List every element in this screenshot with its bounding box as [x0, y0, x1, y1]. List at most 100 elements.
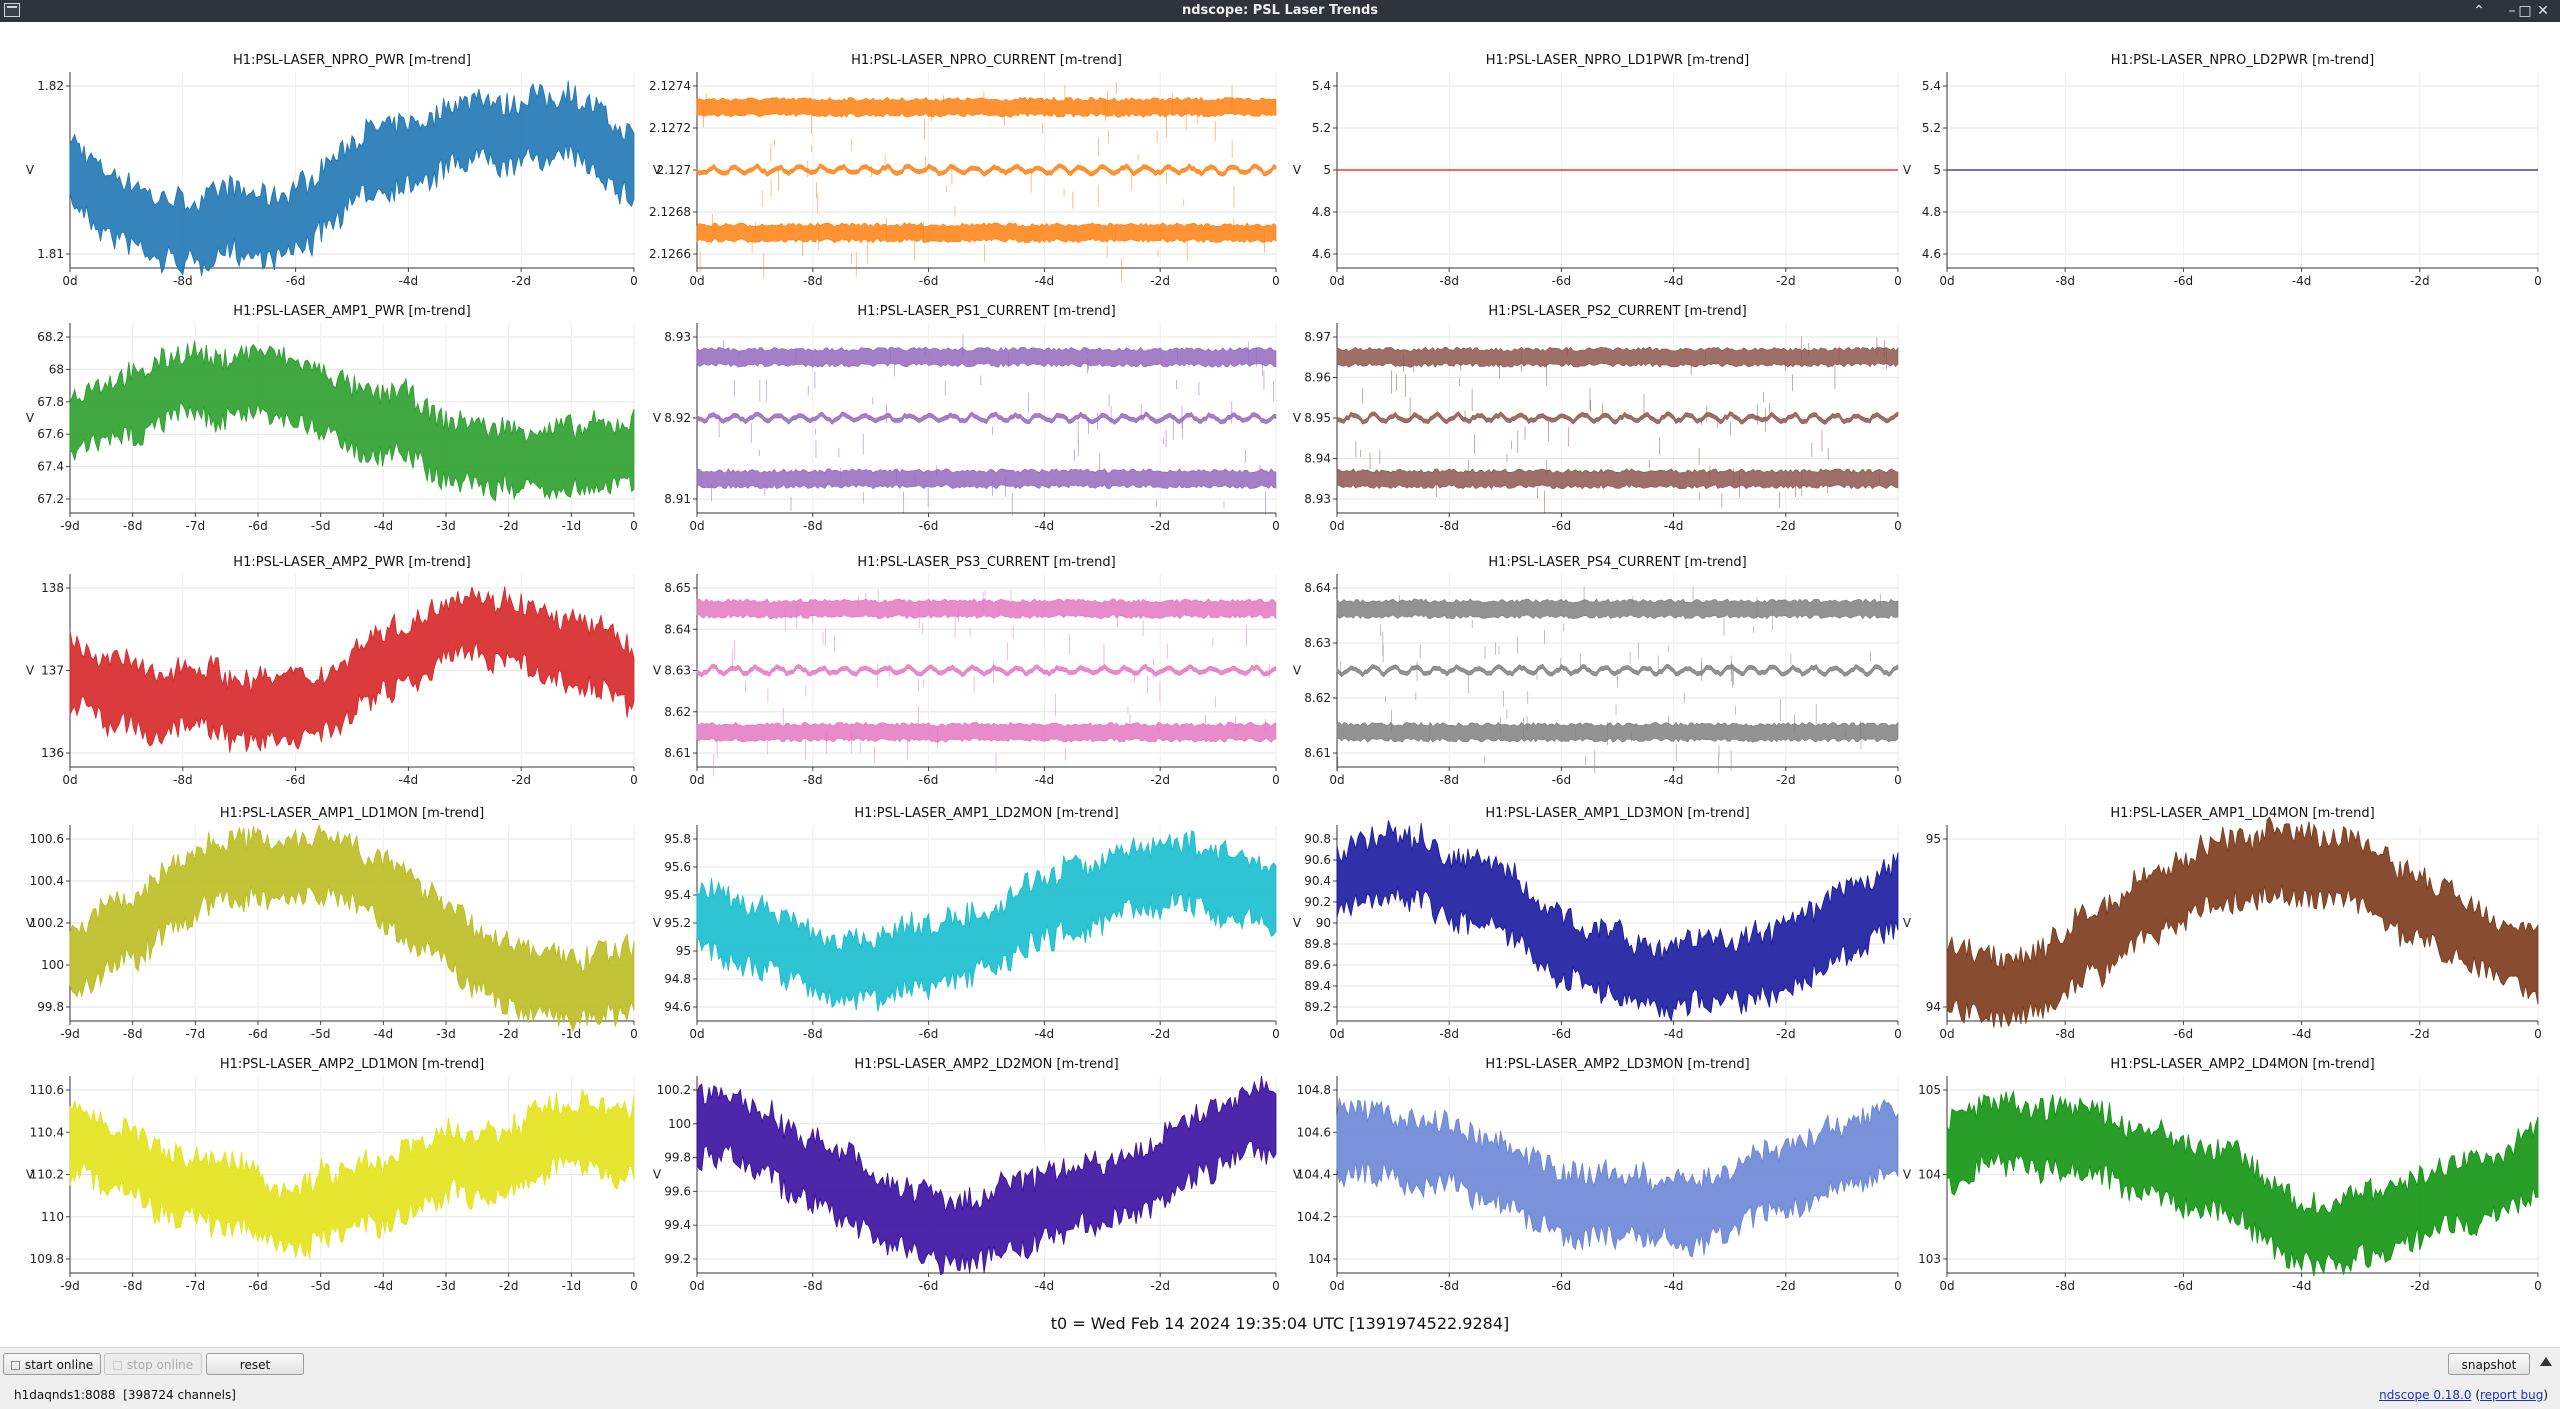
x-tick-label: -2d: [1776, 1279, 1796, 1293]
y-tick-label: 94: [1926, 1000, 1941, 1014]
y-tick-label: 138: [41, 581, 64, 595]
x-tick-label: 0d: [689, 773, 704, 787]
x-tick-label: -2d: [1150, 519, 1170, 533]
plot-panel[interactable]: H1:PSL-LASER_AMP2_LD3MON [m-trend] 104.8 1…: [1293, 1057, 1902, 1293]
x-tick-label: -1d: [562, 1027, 582, 1041]
y-tick-label: 100.6: [30, 832, 64, 846]
trace-band: [696, 721, 1277, 743]
stop-online-button[interactable]: stop online: [104, 1353, 202, 1375]
y-tick-label: 8.92: [664, 411, 691, 425]
y-tick-label: 110.6: [30, 1083, 64, 1097]
x-tick-label: -6d: [248, 1027, 268, 1041]
trace-band: [696, 468, 1277, 490]
server-address: h1daqnds1:8088: [14, 1388, 116, 1402]
plot-panel[interactable]: H1:PSL-LASER_NPRO_PWR [m-trend] 1.82 1.81 0…: [26, 53, 638, 288]
y-tick-label: 137: [41, 664, 64, 678]
y-tick-label: 105: [1918, 1083, 1941, 1097]
minimize-icon[interactable]: –: [2508, 3, 2516, 19]
y-axis-label: V: [1293, 664, 1302, 678]
y-tick-label: 2.1268: [649, 205, 691, 219]
plot-panel[interactable]: H1:PSL-LASER_PS3_CURRENT [m-trend] 8.65 8.…: [653, 555, 1280, 787]
plot-panel[interactable]: H1:PSL-LASER_AMP1_LD3MON [m-trend] 90.8 90…: [1293, 806, 1902, 1041]
y-tick-label: 90: [1316, 916, 1331, 930]
plot-title: H1:PSL-LASER_AMP1_LD1MON [m-trend]: [220, 806, 484, 821]
y-tick-label: 90.6: [1304, 853, 1331, 867]
trace-band: [696, 96, 1277, 118]
plot-panel[interactable]: H1:PSL-LASER_AMP1_LD4MON [m-trend] 95 94 0d…: [1903, 806, 2542, 1041]
x-tick-label: 0d: [1329, 1027, 1344, 1041]
plot-panel[interactable]: H1:PSL-LASER_AMP2_PWR [m-trend] 138 137 136…: [26, 555, 638, 787]
maximize-icon[interactable]: □: [2518, 3, 2532, 19]
plot-panel[interactable]: H1:PSL-LASER_AMP2_LD1MON [m-trend] 110.6 1…: [26, 1057, 638, 1293]
y-tick-label: 104: [1308, 1252, 1331, 1266]
status-bar: h1daqnds1:8088 [398724 channels] ndscope…: [0, 1382, 2560, 1409]
plot-panel[interactable]: H1:PSL-LASER_AMP1_PWR [m-trend] 68.2 68 67.…: [26, 304, 638, 533]
y-tick-label: 67.8: [37, 395, 64, 409]
y-tick-label: 67.6: [37, 427, 64, 441]
plot-grid[interactable]: H1:PSL-LASER_NPRO_PWR [m-trend] 1.82 1.81 0…: [0, 22, 2560, 1347]
x-tick-label: -2d: [1776, 1027, 1796, 1041]
y-tick-label: 8.63: [1304, 636, 1331, 650]
x-tick-label: -8d: [803, 1027, 823, 1041]
play-icon: [10, 1361, 20, 1370]
snapshot-button[interactable]: snapshot: [2448, 1353, 2530, 1375]
x-tick-label: -6d: [2174, 1279, 2194, 1293]
plot-panel[interactable]: H1:PSL-LASER_AMP2_LD4MON [m-trend] 105 104…: [1903, 1057, 2542, 1293]
x-tick-label: -6d: [248, 1279, 268, 1293]
y-tick-label: 5.4: [1312, 79, 1331, 93]
collapse-icon[interactable]: [2540, 1357, 2552, 1366]
x-tick-label: -4d: [374, 1027, 394, 1041]
x-tick-label: -6d: [2174, 1027, 2194, 1041]
plot-title: H1:PSL-LASER_AMP1_LD3MON [m-trend]: [1485, 806, 1749, 821]
trace-band: [1946, 816, 2539, 1028]
plot-panel[interactable]: H1:PSL-LASER_NPRO_LD2PWR [m-trend] 5.4 5.2…: [1903, 53, 2542, 288]
plot-panel[interactable]: H1:PSL-LASER_PS4_CURRENT [m-trend] 8.64 8.…: [1293, 555, 1902, 787]
y-tick-label: 110: [41, 1210, 64, 1224]
y-axis-label: V: [26, 916, 35, 930]
close-icon[interactable]: ✕: [2537, 3, 2549, 19]
y-tick-label: 104.4: [1297, 1168, 1331, 1182]
plot-panel[interactable]: H1:PSL-LASER_AMP1_LD1MON [m-trend] 100.6 1…: [26, 806, 638, 1041]
trace-band: [696, 346, 1277, 368]
plot-panel[interactable]: H1:PSL-LASER_NPRO_CURRENT [m-trend] 2.127…: [649, 53, 1280, 288]
x-tick-label: -3d: [436, 519, 456, 533]
x-tick-label: 0d: [689, 519, 704, 533]
x-tick-label: -2d: [511, 274, 531, 288]
plot-title: H1:PSL-LASER_AMP2_PWR [m-trend]: [233, 555, 470, 570]
trace-band: [69, 80, 635, 277]
plot-title: H1:PSL-LASER_NPRO_CURRENT [m-trend]: [851, 53, 1122, 68]
window-title: ndscope: PSL Laser Trends: [1182, 3, 1378, 18]
plot-panel[interactable]: H1:PSL-LASER_PS2_CURRENT [m-trend] 8.97 8.…: [1293, 304, 1902, 533]
report-bug-link[interactable]: report bug: [2480, 1388, 2544, 1402]
x-tick-label: 0: [2534, 274, 2542, 288]
y-tick-label: 8.97: [1304, 330, 1331, 344]
trace-band: [69, 586, 635, 753]
y-tick-label: 8.64: [1304, 581, 1331, 595]
y-tick-label: 90.8: [1304, 832, 1331, 846]
plot-panel[interactable]: H1:PSL-LASER_AMP1_LD2MON [m-trend] 95.8 95…: [653, 806, 1280, 1041]
x-tick-label: -6d: [1552, 1027, 1572, 1041]
y-tick-label: 104.6: [1297, 1125, 1331, 1139]
y-tick-label: 5.2: [1922, 121, 1941, 135]
stop-online-label: stop online: [126, 1358, 194, 1372]
x-tick-label: -5d: [311, 1279, 331, 1293]
plot-canvas[interactable]: H1:PSL-LASER_NPRO_PWR [m-trend] 1.82 1.81 0…: [0, 22, 2560, 1347]
x-tick-label: 0d: [1329, 519, 1344, 533]
x-tick-label: -8d: [1439, 274, 1459, 288]
x-tick-label: -1d: [562, 1279, 582, 1293]
plot-panel[interactable]: H1:PSL-LASER_PS1_CURRENT [m-trend] 8.93 8.…: [653, 304, 1280, 533]
x-tick-label: -2d: [1776, 773, 1796, 787]
version-link[interactable]: ndscope 0.18.0: [2379, 1388, 2472, 1402]
chevron-up-icon[interactable]: ⌃: [2473, 3, 2485, 19]
y-axis-label: V: [1903, 163, 1912, 177]
plot-panel[interactable]: H1:PSL-LASER_NPRO_LD1PWR [m-trend] 5.4 5.2…: [1293, 53, 1902, 288]
app-icon[interactable]: [4, 3, 20, 17]
start-online-button[interactable]: start online: [3, 1353, 101, 1375]
x-tick-label: -4d: [1664, 1279, 1684, 1293]
reset-button[interactable]: reset: [206, 1353, 304, 1375]
y-tick-label: 2.1274: [649, 79, 691, 93]
x-tick-label: -9d: [60, 519, 80, 533]
plot-panel[interactable]: H1:PSL-LASER_AMP2_LD2MON [m-trend] 100.2 1…: [653, 1057, 1280, 1293]
y-tick-label: 95.4: [664, 888, 691, 902]
y-axis-label: V: [653, 163, 662, 177]
